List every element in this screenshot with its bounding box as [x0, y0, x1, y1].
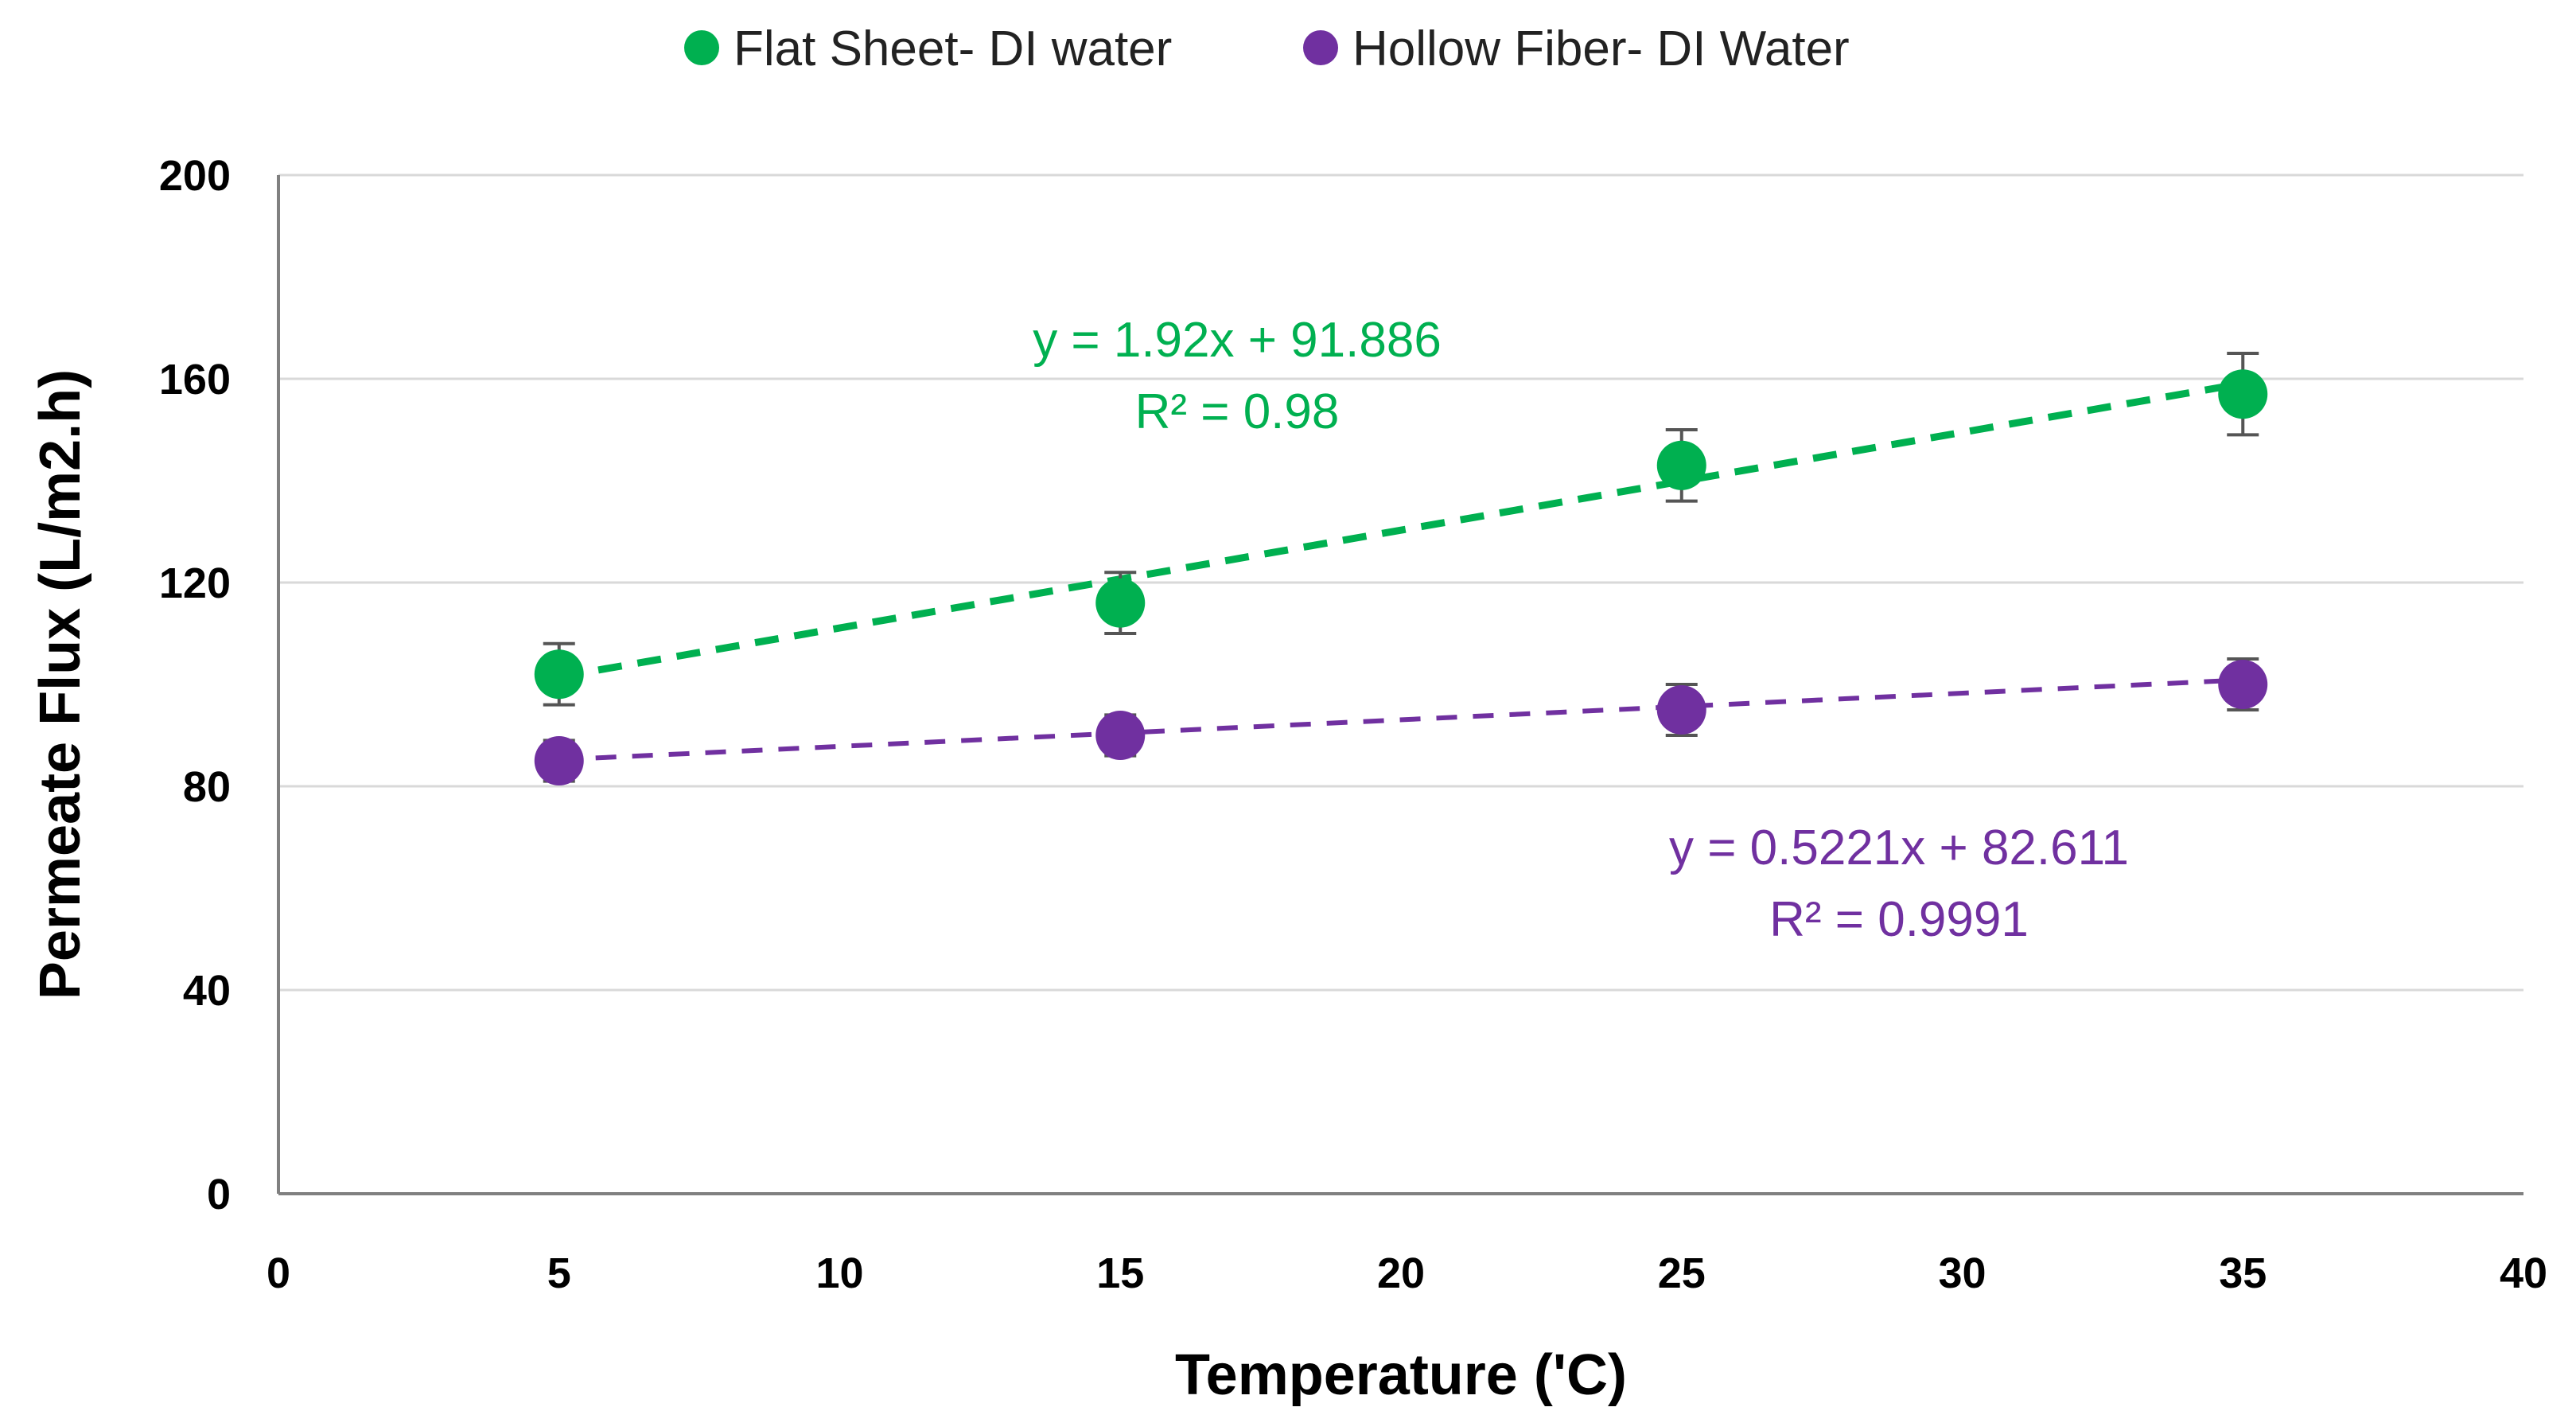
x-tick-label: 25 — [1658, 1249, 1706, 1297]
data-points — [534, 369, 2268, 785]
data-point-flat-sheet-15 — [1095, 578, 1146, 628]
legend-marker-flat-sheet — [684, 30, 719, 65]
x-axis-title: Temperature ('C) — [1175, 1343, 1627, 1407]
gridlines — [278, 173, 2523, 992]
x-tick-labels: 0 5 10 15 20 25 30 35 40 — [267, 1249, 2547, 1297]
y-tick-label: 0 — [207, 1171, 231, 1218]
y-tick-label: 40 — [183, 967, 231, 1015]
legend: Flat Sheet- DI water Hollow Fiber- DI Wa… — [684, 21, 1850, 76]
y-tick-label: 120 — [159, 559, 231, 607]
x-tick-label: 5 — [547, 1249, 571, 1297]
y-tick-labels: 0 40 80 120 160 200 — [159, 152, 231, 1218]
equation-flat-sheet: y = 1.92x + 91.886 — [1033, 313, 1442, 368]
legend-item-flat-sheet: Flat Sheet- DI water — [684, 21, 1172, 76]
axes — [277, 175, 2523, 1195]
data-point-hollow-fiber-25 — [1656, 685, 1706, 735]
x-tick-label: 0 — [267, 1249, 290, 1297]
r-squared-hollow-fiber: R² = 0.9991 — [1769, 892, 2029, 947]
data-point-flat-sheet-5 — [534, 649, 584, 700]
legend-marker-hollow-fiber — [1303, 30, 1338, 65]
trendline-hollow-fiber — [558, 677, 2243, 762]
x-tick-label: 30 — [1938, 1249, 1986, 1297]
y-tick-label: 80 — [183, 763, 231, 811]
data-point-hollow-fiber-35 — [2218, 660, 2268, 709]
trendlines — [558, 380, 2244, 762]
equation-hollow-fiber: y = 0.5221x + 82.611 — [1669, 820, 2129, 875]
error-bars — [543, 352, 2259, 783]
legend-label-flat-sheet: Flat Sheet- DI water — [733, 21, 1172, 76]
x-tick-label: 15 — [1096, 1249, 1144, 1297]
data-point-hollow-fiber-15 — [1095, 711, 1146, 760]
data-point-hollow-fiber-5 — [534, 736, 584, 785]
trendline-flat-sheet — [558, 380, 2244, 680]
r-squared-flat-sheet: R² = 0.98 — [1135, 384, 1340, 439]
data-point-flat-sheet-35 — [2218, 369, 2268, 419]
legend-label-hollow-fiber: Hollow Fiber- DI Water — [1352, 21, 1850, 76]
data-point-flat-sheet-25 — [1656, 440, 1706, 490]
x-tick-label: 40 — [2500, 1249, 2547, 1297]
y-tick-label: 200 — [159, 152, 231, 200]
x-tick-label: 20 — [1377, 1249, 1425, 1297]
y-axis-title: Permeate Flux (L/m2.h) — [29, 369, 92, 1000]
x-tick-label: 10 — [815, 1249, 863, 1297]
x-tick-label: 35 — [2219, 1249, 2267, 1297]
legend-item-hollow-fiber: Hollow Fiber- DI Water — [1303, 21, 1850, 76]
y-tick-label: 160 — [159, 356, 231, 403]
